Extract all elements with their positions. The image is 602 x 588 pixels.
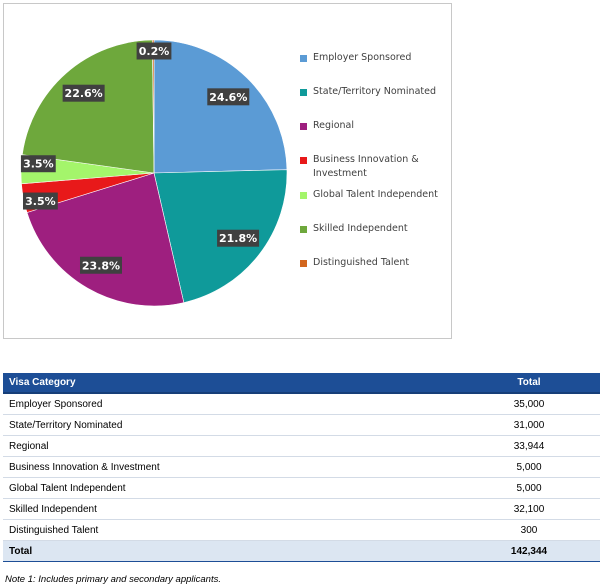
data-label: 0.2% <box>136 42 172 60</box>
table-row: Global Talent Independent 5,000 <box>3 477 600 499</box>
legend-item-regional: Regional <box>300 119 450 133</box>
table-row: Distinguished Talent 300 <box>3 519 600 541</box>
table-row: Employer Sponsored 35,000 <box>3 393 600 415</box>
data-label: 21.8% <box>217 229 260 247</box>
cell-total: 5,000 <box>458 477 600 499</box>
cell-total: 5,000 <box>458 456 600 478</box>
data-label: 3.5% <box>20 155 56 173</box>
cell-total: 300 <box>458 519 600 541</box>
header-visa-category: Visa Category <box>3 373 458 394</box>
legend-label: Business Innovation & Investment <box>313 154 419 179</box>
data-label-box <box>136 42 172 60</box>
legend-label: Global Talent Independent <box>313 189 438 200</box>
legend-swatch <box>300 157 307 164</box>
cell-visa-category: Regional <box>3 435 458 457</box>
legend-item-skilled-independent: Skilled Independent <box>300 222 450 236</box>
legend-item-employer-sponsored: Employer Sponsored <box>300 51 450 65</box>
legend-label: State/Territory Nominated <box>313 86 437 97</box>
data-label-text: 24.6% <box>209 91 247 104</box>
legend-swatch <box>300 192 307 199</box>
data-label: 3.5% <box>23 192 58 210</box>
visa-table: Visa Category Total Employer Sponsored 35… <box>3 373 600 562</box>
footnote: Note 1: Includes primary and secondary a… <box>5 574 221 585</box>
data-label-box <box>207 88 250 106</box>
chart-container: 24.6% 21.8% 23.8% 3.5% 3.5% 22.6% 0.2% Employe… <box>3 3 452 339</box>
legend-label: Employer Sponsored <box>313 52 412 63</box>
legend-item-global-talent-independent: Global Talent Independent <box>300 188 450 202</box>
table-body: Employer Sponsored 35,000 State/Territory … <box>3 393 600 562</box>
legend-swatch <box>300 260 307 267</box>
data-label-box <box>62 84 105 102</box>
legend-swatch <box>300 123 307 130</box>
data-label-box <box>23 192 58 210</box>
data-label: 24.6% <box>207 88 250 106</box>
data-label-box <box>79 256 122 274</box>
table-header-row: Visa Category Total <box>3 373 600 394</box>
cell-total: 33,944 <box>458 435 600 457</box>
cell-visa-category: Employer Sponsored <box>3 393 458 415</box>
data-label: 22.6% <box>62 84 105 102</box>
cell-visa-category: Business Innovation & Investment <box>3 456 458 478</box>
cell-total: 31,000 <box>458 414 600 436</box>
data-label-text: 23.8% <box>82 259 120 272</box>
pie-slice-regional <box>26 172 185 307</box>
data-label-text: 0.2% <box>139 45 170 58</box>
cell-total: 32,100 <box>458 498 600 520</box>
table-row: Regional 33,944 <box>3 435 600 457</box>
pie-slice-employer-sponsored <box>153 39 288 174</box>
legend-label: Distinguished Talent <box>313 257 410 268</box>
data-label-text: 3.5% <box>25 195 56 208</box>
cell-visa-category: Distinguished Talent <box>3 519 458 541</box>
data-label-text: 21.8% <box>219 232 257 245</box>
pie-slice-skilled-independent <box>21 39 155 174</box>
cell-total: 35,000 <box>458 393 600 415</box>
legend-swatch <box>300 55 307 62</box>
legend-item-state-territory-nominated: State/Territory Nominated <box>300 85 450 99</box>
table-total-row: Total 142,344 <box>3 540 600 562</box>
cell-total-value: 142,344 <box>458 540 600 562</box>
cell-visa-category: State/Territory Nominated <box>3 414 458 436</box>
table-row: Business Innovation & Investment 5,000 <box>3 456 600 478</box>
legend-label: Skilled Independent <box>313 223 408 234</box>
legend-item-business-innovation-investment: Business Innovation & Investment <box>300 153 450 181</box>
table-row: State/Territory Nominated 31,000 <box>3 414 600 436</box>
cell-visa-category: Skilled Independent <box>3 498 458 520</box>
data-label: 23.8% <box>79 256 122 274</box>
pie-chart: 24.6% 21.8% 23.8% 3.5% 3.5% 22.6% 0.2% <box>20 39 288 307</box>
cell-visa-category: Global Talent Independent <box>3 477 458 499</box>
legend-swatch <box>300 89 307 96</box>
cell-total-label: Total <box>3 540 458 562</box>
data-label-text: 3.5% <box>23 158 54 171</box>
legend-swatch <box>300 226 307 233</box>
legend-label: Regional <box>313 120 354 131</box>
table-row: Skilled Independent 32,100 <box>3 498 600 520</box>
pie-slice-distinguished-talent <box>152 39 155 174</box>
data-label-box <box>20 155 56 173</box>
data-label-box <box>217 229 260 247</box>
legend-item-distinguished-talent: Distinguished Talent <box>300 256 450 270</box>
header-total: Total <box>458 373 600 394</box>
data-label-text: 22.6% <box>65 87 103 100</box>
